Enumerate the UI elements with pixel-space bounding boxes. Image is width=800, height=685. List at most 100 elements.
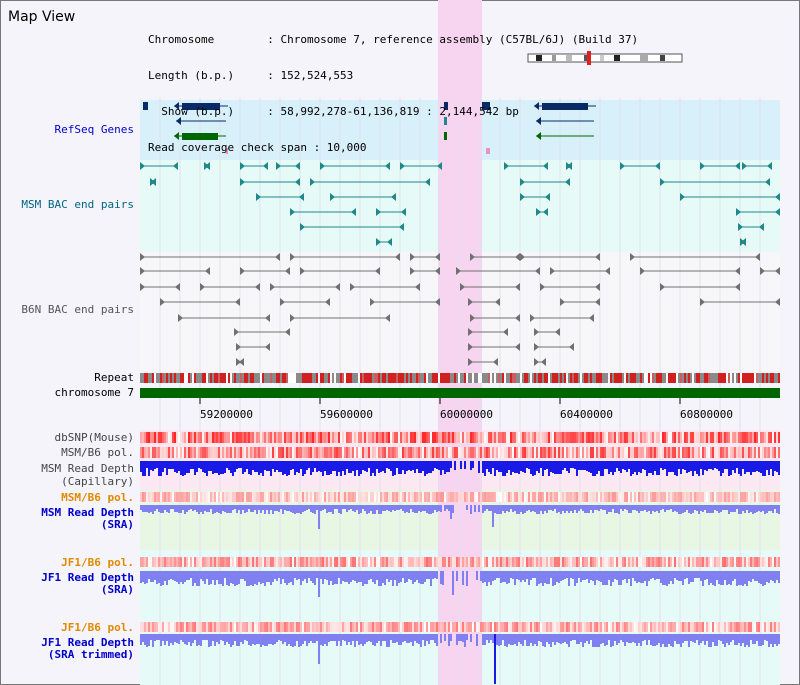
heat-cell bbox=[188, 557, 190, 567]
depth-bar bbox=[420, 634, 422, 647]
depth-bar bbox=[324, 634, 326, 644]
heat-cell bbox=[742, 432, 744, 443]
depth-bar bbox=[144, 461, 146, 476]
depth-bar bbox=[594, 461, 596, 476]
heat-cell bbox=[318, 622, 320, 632]
heat-cell bbox=[422, 622, 424, 632]
depth-bar bbox=[386, 505, 388, 510]
heat-cell bbox=[444, 492, 446, 502]
b6n-bac-end bbox=[515, 314, 520, 322]
track-label-jf1-depth[interactable]: JF1 Read Depth bbox=[41, 571, 134, 584]
heat-cell bbox=[176, 622, 178, 632]
depth-bar bbox=[614, 461, 616, 472]
track-label-msm-bac[interactable]: MSM BAC end pairs bbox=[21, 198, 134, 211]
depth-bar bbox=[768, 505, 770, 511]
repeat-cell bbox=[148, 373, 150, 383]
track-label-msm-b6-pol[interactable]: MSM/B6 pol. bbox=[61, 446, 134, 459]
heat-cell bbox=[540, 432, 542, 443]
track-label-msm-depth-cap[interactable]: MSM Read Depth bbox=[41, 462, 134, 475]
track-label-msm-b6-pol-sra[interactable]: MSM/B6 pol. bbox=[61, 491, 134, 504]
track-label-dbsnp[interactable]: dbSNP(Mouse) bbox=[54, 431, 134, 444]
heat-cell bbox=[454, 447, 456, 458]
repeat-cell bbox=[526, 373, 528, 383]
depth-bar bbox=[382, 571, 384, 583]
track-label-b6n-bac[interactable]: B6N BAC end pairs bbox=[21, 303, 134, 316]
depth-bar bbox=[518, 634, 520, 642]
heat-cell bbox=[178, 557, 180, 567]
heat-cell bbox=[236, 447, 238, 458]
depth-bar bbox=[312, 571, 314, 583]
depth-bar bbox=[698, 571, 700, 578]
heat-cell bbox=[312, 447, 314, 458]
depth-bar bbox=[280, 634, 282, 641]
heat-cell bbox=[424, 447, 426, 458]
repeat-cell bbox=[650, 373, 652, 383]
heat-cell bbox=[522, 447, 524, 458]
heat-cell bbox=[624, 622, 626, 632]
heat-cell bbox=[302, 492, 304, 502]
heat-cell bbox=[516, 432, 518, 443]
depth-bar bbox=[210, 571, 212, 584]
depth-bar bbox=[718, 505, 720, 513]
depth-bar bbox=[310, 461, 312, 475]
heat-cell bbox=[664, 432, 666, 443]
depth-bar bbox=[190, 505, 192, 509]
repeat-cell bbox=[644, 373, 646, 383]
depth-bar bbox=[504, 461, 506, 476]
depth-bar bbox=[576, 571, 578, 583]
heat-cell bbox=[402, 557, 404, 567]
depth-bar bbox=[550, 461, 552, 472]
repeat-cell bbox=[678, 373, 680, 383]
heat-cell bbox=[210, 432, 212, 443]
heat-cell bbox=[346, 557, 348, 567]
b6n-bac-end bbox=[560, 298, 565, 306]
depth-bar bbox=[556, 571, 558, 582]
depth-bar bbox=[662, 461, 664, 470]
repeat-cell bbox=[766, 373, 768, 383]
repeat-cell bbox=[460, 373, 462, 383]
track-label-msm-depth-sra[interactable]: MSM Read Depth bbox=[41, 506, 134, 519]
repeat-cell bbox=[670, 373, 672, 383]
track-label-refseq[interactable]: RefSeq Genes bbox=[54, 123, 134, 136]
heat-cell bbox=[232, 557, 234, 567]
depth-bar bbox=[444, 634, 446, 641]
depth-bar bbox=[672, 634, 674, 647]
track-label-jf1-b6-pol[interactable]: JF1/B6 pol. bbox=[61, 556, 134, 569]
depth-bar bbox=[670, 571, 672, 581]
depth-bar bbox=[458, 634, 460, 641]
depth-bar bbox=[184, 461, 186, 475]
msm-bac-end bbox=[310, 178, 315, 186]
depth-bar bbox=[496, 571, 498, 578]
heat-cell bbox=[200, 447, 202, 458]
depth-bar bbox=[140, 571, 142, 583]
track-label-jf1-b6-pol-2[interactable]: JF1/B6 pol. bbox=[61, 621, 134, 634]
heat-cell bbox=[226, 432, 228, 443]
heat-cell bbox=[614, 557, 616, 567]
heat-cell bbox=[568, 432, 570, 443]
repeat-cell bbox=[738, 373, 740, 383]
heat-cell bbox=[468, 432, 470, 443]
depth-bar bbox=[646, 634, 648, 645]
track-label-jf1-depth-trim[interactable]: JF1 Read Depth bbox=[41, 636, 134, 649]
heat-cell bbox=[574, 492, 576, 502]
b6n-bac-end bbox=[140, 267, 145, 275]
b6n-bac-end bbox=[470, 314, 475, 322]
heat-cell bbox=[438, 432, 440, 443]
depth-bar bbox=[740, 571, 742, 585]
heat-cell bbox=[528, 557, 530, 567]
heat-cell bbox=[590, 492, 592, 502]
depth-bar bbox=[156, 505, 158, 509]
depth-bar bbox=[542, 505, 544, 514]
heat-cell bbox=[476, 447, 478, 458]
depth-bar bbox=[530, 505, 532, 512]
depth-bar bbox=[668, 461, 670, 472]
heat-cell bbox=[284, 622, 286, 632]
depth-bar bbox=[358, 461, 360, 476]
heat-cell bbox=[522, 557, 524, 567]
depth-bar bbox=[216, 461, 218, 473]
heat-cell bbox=[176, 557, 178, 567]
depth-bar bbox=[678, 461, 680, 469]
heat-cell bbox=[238, 447, 240, 458]
heat-cell bbox=[256, 622, 258, 632]
heat-cell bbox=[538, 432, 540, 443]
